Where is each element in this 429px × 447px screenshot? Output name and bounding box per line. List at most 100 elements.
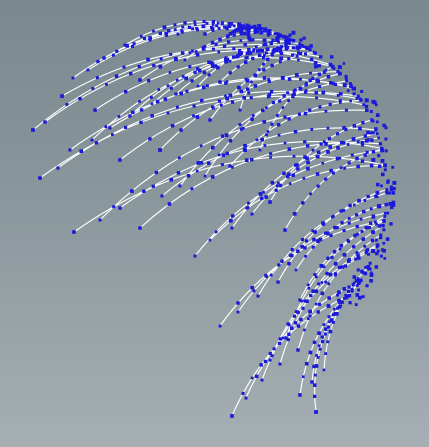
spine-node: [364, 98, 369, 103]
strand-node: [178, 184, 182, 188]
spine-node: [388, 202, 392, 206]
strand-node: [317, 72, 321, 76]
strand-node: [342, 253, 347, 257]
strand-node: [333, 225, 337, 230]
strand-node: [328, 62, 333, 67]
strand-node: [192, 104, 196, 108]
spine-node: [336, 293, 339, 297]
strand-node: [298, 298, 302, 302]
strand-node: [203, 32, 207, 36]
strand-node: [216, 65, 220, 70]
strand-node: [314, 364, 319, 368]
strand-node: [347, 289, 351, 294]
strand-node: [270, 63, 274, 68]
strand-node: [252, 24, 257, 29]
strand-node: [151, 184, 155, 188]
strand-node: [332, 313, 335, 317]
spine-node: [342, 83, 347, 88]
spine-node: [364, 249, 368, 253]
spine-node: [370, 271, 373, 275]
strand-node: [220, 163, 224, 167]
strand-node: [247, 201, 250, 205]
strand-node: [331, 215, 334, 219]
strand-node: [318, 237, 323, 242]
strand-node: [309, 192, 312, 196]
strand-node: [357, 198, 361, 203]
strand-node: [365, 150, 369, 154]
strand-node: [271, 101, 275, 105]
strand-node: [31, 128, 35, 132]
strand-node: [333, 307, 336, 311]
strand-node: [228, 71, 232, 75]
strand-node: [118, 158, 122, 162]
strand-node: [371, 230, 375, 234]
spine-node: [330, 55, 334, 59]
strand-node: [203, 174, 207, 178]
strand-node: [211, 23, 215, 26]
strand-node: [347, 221, 351, 225]
strand-node: [327, 282, 330, 286]
strand-node: [175, 78, 179, 82]
strand-node: [314, 302, 318, 306]
strand-node: [254, 45, 258, 49]
spine-node: [364, 138, 369, 143]
spine-node: [291, 30, 296, 35]
spine-node: [356, 279, 361, 284]
strand-node: [260, 378, 264, 382]
spine-node: [377, 154, 381, 158]
strand-node: [360, 159, 365, 163]
strand-node: [339, 209, 343, 213]
strand-node: [159, 57, 163, 61]
strand-node: [123, 43, 127, 47]
strand-node: [188, 65, 192, 69]
spine-node: [352, 86, 356, 91]
strand-node: [363, 199, 367, 202]
strand-node: [292, 92, 296, 96]
strand-node: [176, 32, 180, 36]
strand-node: [322, 323, 326, 326]
strand-node: [264, 133, 268, 137]
spine-node: [357, 256, 361, 260]
strand-node: [278, 47, 282, 51]
strand-node: [306, 317, 310, 320]
strand-node: [241, 24, 246, 28]
strand-node: [166, 84, 170, 87]
strand-node: [248, 51, 253, 55]
strand-node: [315, 354, 318, 357]
strand-node: [283, 228, 287, 232]
strand-node: [338, 304, 342, 308]
strand-node: [382, 219, 386, 223]
strand-node: [164, 31, 169, 36]
strand-node: [158, 31, 162, 36]
strand-node: [267, 77, 270, 81]
strand-node: [328, 102, 332, 106]
strand-node: [276, 280, 280, 284]
strand-node: [326, 325, 330, 329]
spine-node: [384, 149, 388, 153]
strand-node: [349, 99, 352, 103]
strand-node: [373, 220, 377, 224]
strand-node: [249, 96, 253, 100]
strand-node: [260, 137, 264, 142]
strand-node: [296, 348, 300, 352]
spine-node: [390, 205, 394, 210]
strand-node: [270, 53, 274, 57]
strand-node: [304, 83, 308, 87]
strand-node: [260, 49, 265, 53]
strand-node: [353, 233, 357, 238]
strand-node: [268, 31, 272, 36]
strand-node: [43, 120, 47, 124]
spine-node: [376, 120, 379, 124]
strand-node: [256, 294, 260, 298]
spine-node: [389, 188, 393, 192]
spine-node: [374, 103, 378, 107]
strand-node: [91, 87, 95, 90]
strand-node: [291, 46, 295, 49]
strand-node: [242, 96, 246, 100]
strand-node: [301, 306, 305, 310]
strand-node: [252, 48, 256, 52]
strand-node: [287, 57, 291, 61]
strand-node: [150, 114, 154, 118]
strand-node: [265, 275, 268, 278]
